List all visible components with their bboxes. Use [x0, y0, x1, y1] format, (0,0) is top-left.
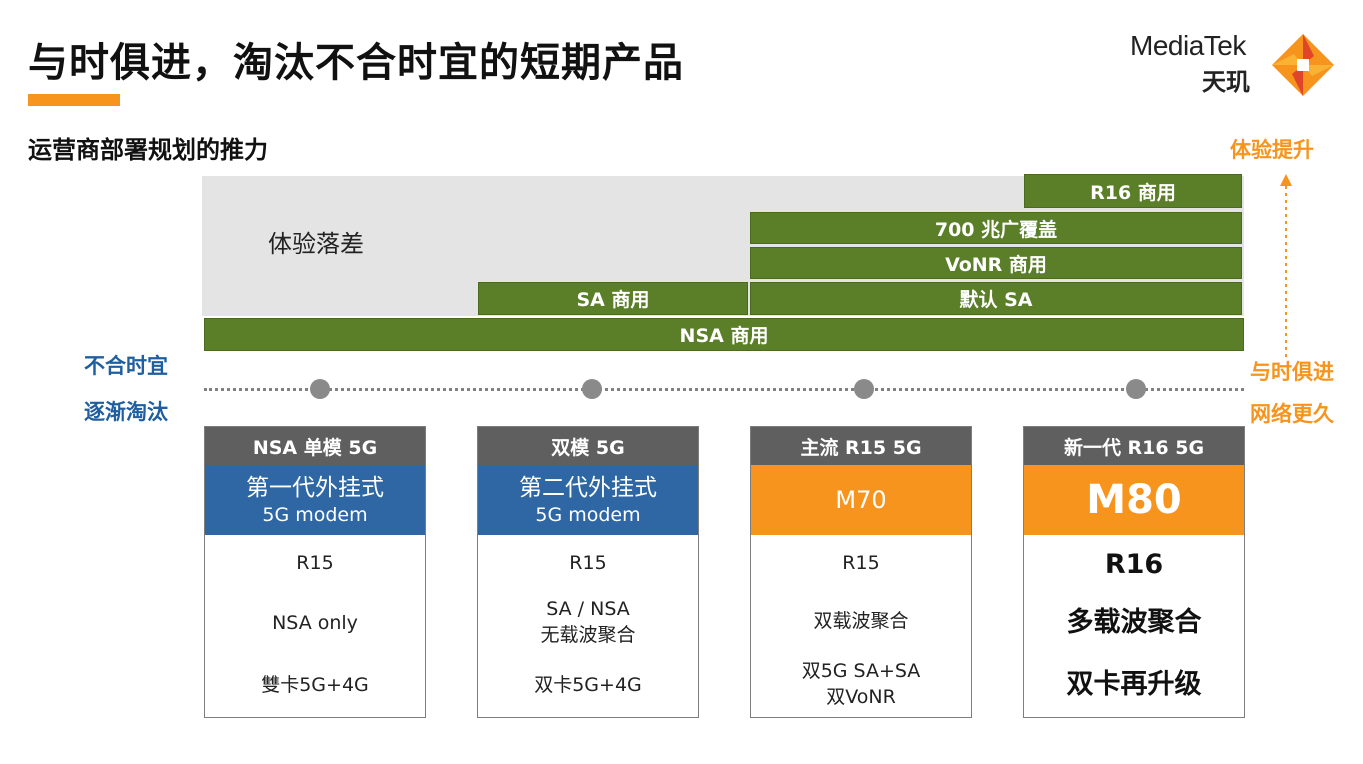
- timeline-dot: [310, 379, 330, 399]
- title-underline-accent: [28, 94, 120, 106]
- experience-gap-label: 体验落差: [268, 230, 364, 258]
- product-card-r16: 新一代 R16 5G M80 R16 多载波聚合 双卡再升级: [1023, 426, 1245, 718]
- chip-type: 5G modem: [262, 503, 368, 526]
- bar-700mhz-coverage: 700 兆广覆盖: [750, 212, 1242, 244]
- card-header: NSA 单模 5G: [205, 427, 425, 465]
- product-card-nsa: NSA 单模 5G 第一代外挂式 5G modem R15 NSA only 雙…: [204, 426, 426, 718]
- spec-dual-sim: 双卡5G+4G: [534, 674, 642, 696]
- spec-release: R16: [1104, 549, 1164, 580]
- bar-r16-commercial: R16 商用: [1024, 174, 1242, 208]
- keep-up-label: 与时俱进: [1250, 360, 1334, 384]
- chip-type: 5G modem: [535, 503, 641, 526]
- product-card-dual-mode: 双模 5G 第二代外挂式 5G modem R15 SA / NSA 无载波聚合…: [477, 426, 699, 718]
- timeline-dot: [582, 379, 602, 399]
- logo-cn: 天玑: [1202, 68, 1250, 96]
- timeline-dot: [1126, 379, 1146, 399]
- phase-out-label: 逐渐淘汰: [84, 400, 168, 424]
- bar-vonr-commercial: VoNR 商用: [750, 247, 1242, 279]
- up-arrow-icon: [1280, 174, 1292, 358]
- card-specs: R15 SA / NSA 无载波聚合 双卡5G+4G: [478, 535, 698, 717]
- network-longer-label: 网络更久: [1250, 402, 1334, 426]
- spec-carrier-aggregation: 无载波聚合: [540, 624, 636, 646]
- bar-default-sa: 默认 SA: [750, 282, 1242, 315]
- spec-dual-sim: 双卡再升级: [1066, 669, 1202, 700]
- chip-name: 第一代外挂式: [246, 474, 384, 501]
- mediatek-logo: MediaTek 天玑: [1128, 30, 1338, 100]
- card-specs: R15 双载波聚合 双5G SA+SA 双VoNR: [751, 535, 971, 717]
- outdated-label: 不合时宜: [84, 354, 168, 378]
- spec-network: NSA only: [272, 612, 358, 634]
- chip-name: 第二代外挂式: [519, 474, 657, 501]
- experience-upgrade-label: 体验提升: [1230, 138, 1314, 162]
- card-header: 新一代 R16 5G: [1024, 427, 1244, 465]
- product-card-r15: 主流 R15 5G M70 R15 双载波聚合 双5G SA+SA 双VoNR: [750, 426, 972, 718]
- timeline-dot: [854, 379, 874, 399]
- spec-dual-vonr: 双VoNR: [826, 686, 896, 708]
- card-chip: M80: [1024, 465, 1244, 535]
- page-subtitle: 运营商部署规划的推力: [28, 136, 268, 164]
- card-chip: 第一代外挂式 5G modem: [205, 465, 425, 535]
- card-header: 双模 5G: [478, 427, 698, 465]
- spec-dual-sim: 雙卡5G+4G: [261, 674, 369, 696]
- chip-name: M70: [835, 486, 887, 514]
- chip-name: M80: [1086, 477, 1182, 523]
- card-specs: R15 NSA only 雙卡5G+4G: [205, 535, 425, 717]
- spec-dual-sa: 双5G SA+SA: [801, 660, 921, 682]
- dimensity-mark-icon: [1272, 34, 1334, 96]
- bar-sa-commercial: SA 商用: [478, 282, 748, 315]
- card-header: 主流 R15 5G: [751, 427, 971, 465]
- bar-nsa-commercial: NSA 商用: [204, 318, 1244, 351]
- logo-name: MediaTek: [1130, 30, 1246, 61]
- card-chip: 第二代外挂式 5G modem: [478, 465, 698, 535]
- card-specs: R16 多载波聚合 双卡再升级: [1024, 535, 1244, 717]
- page-title: 与时俱进，淘汰不合时宜的短期产品: [28, 40, 684, 86]
- spec-carrier-aggregation: 双载波聚合: [813, 610, 909, 632]
- spec-network: SA / NSA: [546, 598, 630, 620]
- timeline: [204, 388, 1244, 391]
- card-chip: M70: [751, 465, 971, 535]
- spec-release: R15: [296, 552, 334, 574]
- spec-release: R15: [842, 552, 880, 574]
- spec-release: R15: [569, 552, 607, 574]
- spec-carrier-aggregation: 多载波聚合: [1066, 607, 1202, 638]
